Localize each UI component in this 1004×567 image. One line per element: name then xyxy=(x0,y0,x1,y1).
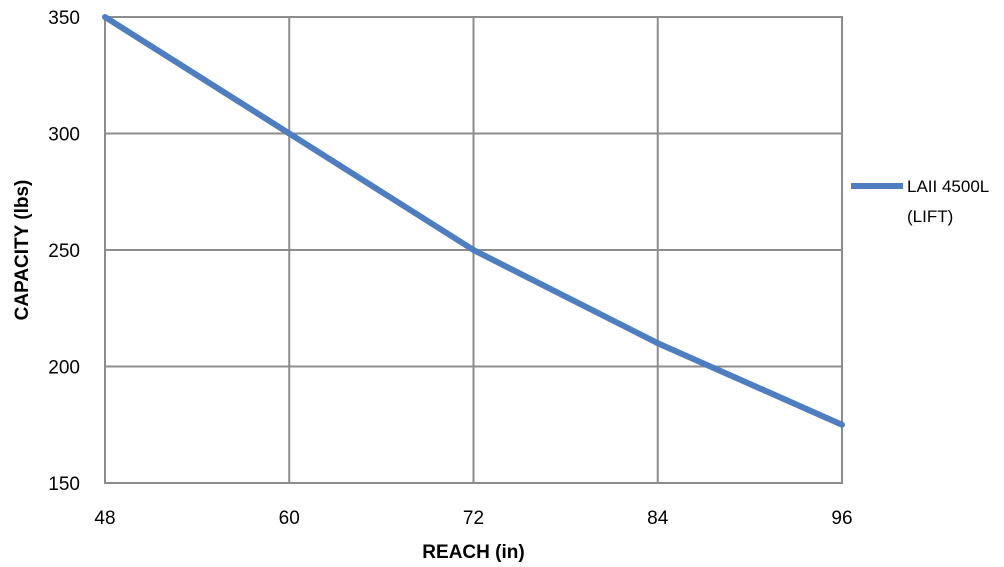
legend: LAII 4500L (LIFT) xyxy=(851,177,993,226)
x-tick-label: 84 xyxy=(647,508,669,529)
x-tick-label: 48 xyxy=(94,508,115,529)
x-tick-label: 96 xyxy=(831,508,852,529)
legend-label-line-2: (LIFT) xyxy=(907,207,953,226)
data-point xyxy=(286,130,293,137)
x-axis-title: REACH (in) xyxy=(422,542,524,563)
data-point xyxy=(102,14,108,20)
plot-border xyxy=(104,16,843,484)
y-axis-title: CAPACITY (lbs) xyxy=(12,180,33,321)
series xyxy=(102,14,845,428)
y-tick-label: 250 xyxy=(48,241,80,262)
y-tick-label: 300 xyxy=(48,125,80,146)
data-point xyxy=(839,421,845,428)
y-tick-label: 200 xyxy=(48,358,80,379)
y-tick-label: 150 xyxy=(48,474,80,495)
tick-labels: 150 200 250 300 350 48 60 72 84 96 xyxy=(48,8,852,529)
x-tick-label: 60 xyxy=(279,508,300,529)
data-point xyxy=(654,340,661,347)
y-tick-label: 350 xyxy=(48,8,80,29)
legend-label: LAII 4500L (LIFT) xyxy=(907,177,993,226)
x-tick-label: 72 xyxy=(463,508,484,529)
legend-label-line-1: LAII 4500L xyxy=(907,177,989,196)
data-point xyxy=(470,247,477,253)
